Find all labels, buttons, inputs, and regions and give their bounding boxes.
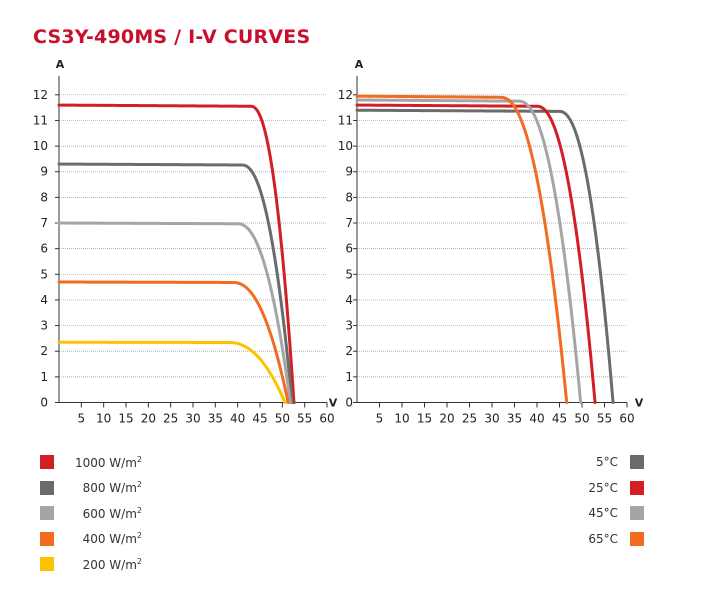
y-tick-label: 10 [338, 139, 353, 153]
x-tick-label: 10 [394, 412, 409, 426]
y-tick-label: 3 [345, 319, 353, 333]
x-tick-label: 35 [507, 412, 522, 426]
y-tick-label: 2 [345, 344, 353, 358]
legend-entry: 1000 W/m2 [40, 454, 142, 470]
y-tick-label: 12 [338, 88, 353, 102]
x-tick-label: 30 [484, 412, 499, 426]
x-tick-label: 25 [462, 412, 477, 426]
y-tick-label: 9 [345, 165, 353, 179]
x-tick-label: 45 [252, 412, 267, 426]
series-line [355, 103, 597, 404]
y-tick-label: 6 [40, 242, 48, 256]
series-line [355, 108, 615, 404]
y-tick-label: 8 [345, 190, 353, 204]
legend-entry: 5°C [580, 454, 644, 470]
legend-entry: 25°C [580, 480, 644, 496]
legend-label: 600 W/m2 [82, 505, 142, 521]
y-tick-label: 6 [345, 242, 353, 256]
x-tick-label: 35 [208, 412, 223, 426]
x-tick-label: 20 [141, 412, 156, 426]
x-tick-label: 10 [96, 412, 111, 426]
legend-entry: 200 W/m2 [40, 556, 142, 572]
x-tick-label: 5 [376, 412, 384, 426]
legend-entry: 65°C [580, 531, 644, 547]
y-tick-label: 5 [345, 267, 353, 281]
x-tick-label: 20 [439, 412, 454, 426]
y-tick-label: 5 [40, 267, 48, 281]
x-tick-label: 15 [417, 412, 432, 426]
legend-swatch [630, 531, 644, 546]
series-line [57, 221, 292, 404]
y-axis-label: A [355, 58, 364, 71]
y-tick-label: 12 [33, 88, 48, 102]
x-tick-label: 60 [619, 412, 634, 426]
y-tick-label: 7 [40, 216, 48, 230]
x-tick-label: 55 [597, 412, 612, 426]
y-tick-label: 4 [345, 293, 353, 307]
x-tick-label: 55 [297, 412, 312, 426]
y-tick-label: 11 [33, 113, 48, 127]
y-tick-label: 1 [40, 370, 48, 384]
y-tick-label: 0 [345, 396, 353, 410]
legend-entry: 800 W/m2 [40, 480, 142, 496]
x-tick-label: 5 [78, 412, 86, 426]
series-line [57, 162, 294, 404]
y-tick-label: 3 [40, 319, 48, 333]
x-tick-label: 40 [529, 412, 544, 426]
legend-entry: 600 W/m2 [40, 505, 142, 521]
x-tick-label: 60 [319, 412, 334, 426]
series-line [57, 280, 290, 404]
legend-label: 200 W/m2 [82, 556, 142, 572]
legend-swatch [40, 506, 54, 520]
series-line [57, 340, 287, 404]
legend-label: 800 W/m2 [82, 480, 142, 495]
series-line [355, 98, 583, 404]
legend-entry: 400 W/m2 [40, 531, 142, 547]
legend-label: 45°C [588, 506, 618, 520]
y-tick-label: 1 [345, 370, 353, 384]
x-axis-label: V [635, 397, 644, 410]
x-tick-label: 40 [230, 412, 245, 426]
series-line [57, 103, 296, 404]
y-tick-label: 7 [345, 216, 353, 230]
legend-swatch [630, 455, 644, 469]
legend-swatch [630, 480, 644, 495]
x-tick-label: 15 [118, 412, 133, 426]
series-line [355, 94, 569, 404]
y-tick-label: 9 [40, 165, 48, 179]
y-axis-label: A [56, 58, 65, 71]
x-tick-label: 50 [275, 412, 290, 426]
x-tick-label: 30 [185, 412, 200, 426]
y-tick-label: 4 [40, 293, 48, 307]
y-tick-label: 11 [338, 113, 353, 127]
legend-label: 1000 W/m2 [74, 454, 142, 470]
x-tick-label: 45 [552, 412, 567, 426]
legend-label: 400 W/m2 [82, 531, 142, 546]
legend-entry: 45°C [580, 505, 644, 521]
y-tick-label: 10 [33, 139, 48, 153]
legend-swatch [40, 455, 54, 469]
legend-swatch [40, 557, 54, 571]
legend-swatch [40, 480, 54, 495]
y-tick-label: 8 [40, 190, 48, 204]
legend-label: 65°C [588, 531, 618, 546]
chart-title: CS3Y-490MS / I-V CURVES [33, 26, 311, 48]
x-tick-label: 25 [163, 412, 178, 426]
y-tick-label: 0 [40, 396, 48, 410]
y-tick-label: 2 [40, 344, 48, 358]
legend-label: 25°C [588, 480, 618, 495]
x-tick-label: 50 [574, 412, 589, 426]
legend-swatch [630, 506, 644, 520]
legend-label: 5°C [595, 455, 618, 469]
legend-swatch [40, 531, 54, 546]
x-axis-label: V [329, 397, 338, 410]
